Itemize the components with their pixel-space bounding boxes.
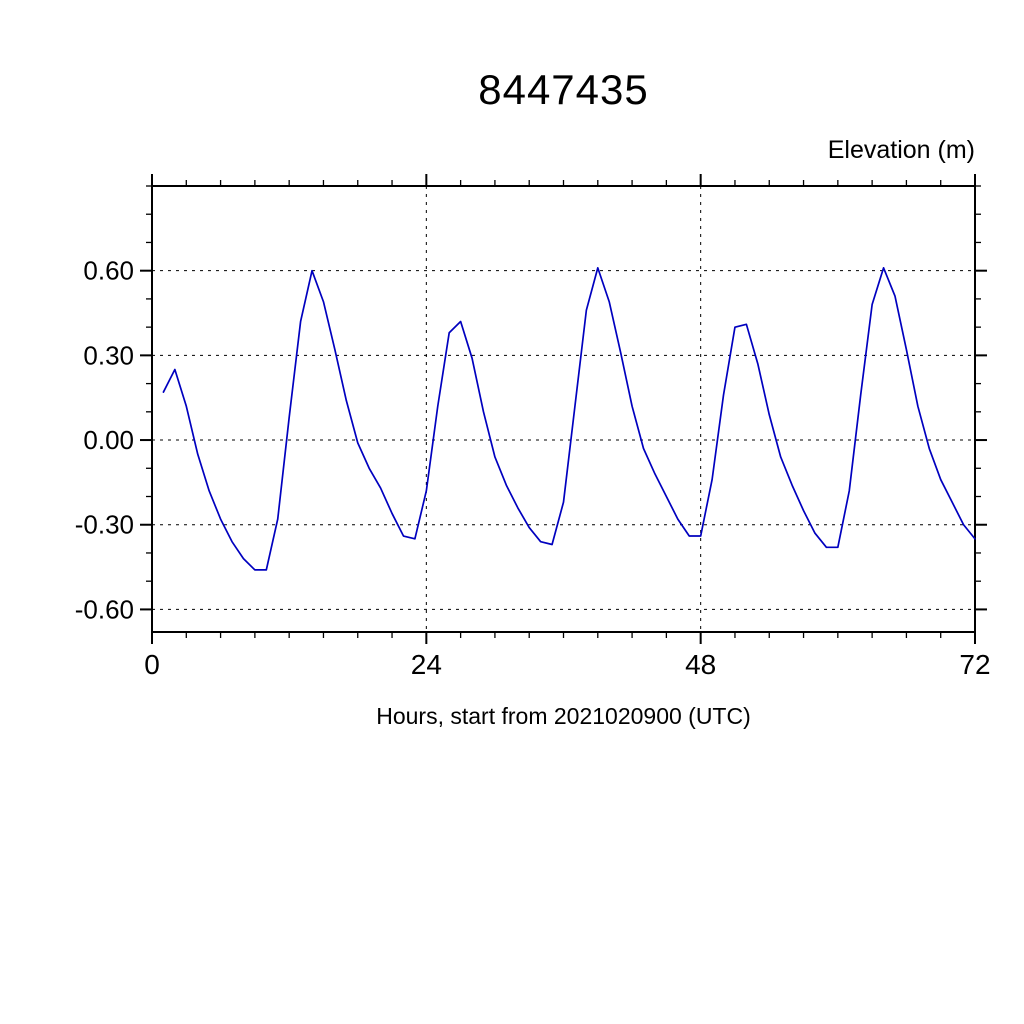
- plot-frame: [151, 185, 976, 633]
- y-tick-label: 0.60: [83, 256, 134, 286]
- page-title: 8447435: [478, 66, 649, 113]
- y-axis-title: Elevation (m): [827, 136, 975, 164]
- y-tick-label: 0.00: [83, 425, 134, 455]
- y-tick-label: 0.30: [83, 340, 134, 370]
- x-tick-label: 24: [411, 649, 442, 680]
- x-tick-label: 48: [685, 649, 716, 680]
- x-tick-label: 0: [144, 649, 160, 680]
- elevation-series-line: [162, 267, 976, 571]
- y-tick-label: -0.30: [75, 510, 134, 540]
- y-tick-label: -0.60: [75, 594, 134, 624]
- x-axis-title: Hours, start from 2021020900 (UTC): [376, 703, 751, 729]
- x-tick-label: 72: [959, 649, 990, 680]
